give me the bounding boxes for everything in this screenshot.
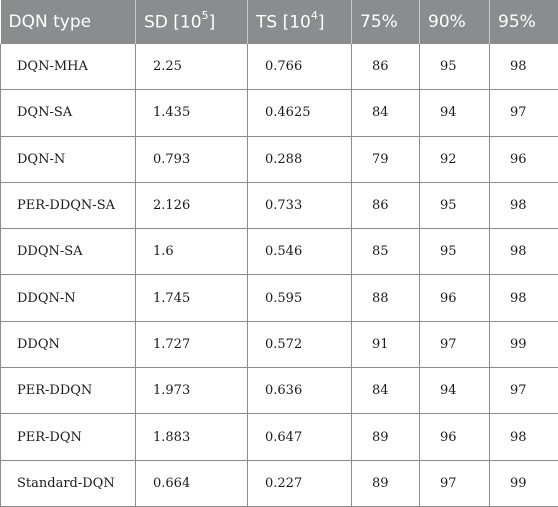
cell-sd: 1.435 [135,89,248,137]
cell-90-percent: 92 [419,136,490,183]
cell-dqn-type: DQN-SA [0,89,136,137]
header-ts-prefix: TS [10 [256,12,311,33]
cell-75-percent: 89 [351,460,420,507]
cell-dqn-type: Standard-DQN [0,460,136,507]
table-row: Standard-DQN 0.664 0.227 89 97 99 [0,460,558,507]
cell-95-percent: 96 [489,136,558,183]
cell-90-percent: 95 [419,228,490,276]
cell-95-percent: 97 [489,367,558,415]
cell-dqn-type: DDQN-N [0,274,136,322]
table-row: DQN-N 0.793 0.288 79 92 96 [0,136,558,183]
table-row: PER-DQN 1.883 0.647 89 96 98 [0,413,558,461]
table-row: DQN-SA 1.435 0.4625 84 94 97 [0,89,558,137]
cell-ts: 0.733 [247,182,352,230]
cell-90-percent: 94 [419,367,490,415]
table-header: DQN type SD [105] TS [104] 75% 90% 95% [0,0,558,44]
cell-75-percent: 88 [351,274,420,322]
table-row: DDQN 1.727 0.572 91 97 99 [0,321,558,369]
cell-sd: 0.793 [135,136,248,183]
cell-95-percent: 98 [489,44,558,91]
cell-95-percent: 98 [489,413,558,461]
cell-ts: 0.4625 [247,89,352,137]
table-row: DDQN-N 1.745 0.595 88 96 98 [0,274,558,322]
cell-90-percent: 95 [419,44,490,91]
header-dqn-type: DQN type [0,0,136,44]
header-row: DQN type SD [105] TS [104] 75% 90% 95% [0,0,558,44]
cell-ts: 0.546 [247,228,352,276]
cell-95-percent: 98 [489,182,558,230]
cell-95-percent: 97 [489,89,558,137]
cell-dqn-type: PER-DQN [0,413,136,461]
cell-ts: 0.227 [247,460,352,507]
cell-dqn-type: DDQN [0,321,136,369]
cell-sd: 1.727 [135,321,248,369]
cell-90-percent: 94 [419,89,490,137]
cell-sd: 1.973 [135,367,248,415]
header-sd: SD [105] [135,0,248,44]
cell-95-percent: 98 [489,228,558,276]
cell-95-percent: 99 [489,321,558,369]
header-90-percent: 90% [419,0,490,44]
cell-90-percent: 97 [419,460,490,507]
header-ts-exponent: 4 [310,9,318,23]
cell-75-percent: 86 [351,44,420,91]
cell-75-percent: 86 [351,182,420,230]
cell-75-percent: 89 [351,413,420,461]
header-sd-suffix: ] [208,12,216,33]
header-ts-suffix: ] [317,12,325,33]
cell-dqn-type: DQN-N [0,136,136,183]
cell-75-percent: 85 [351,228,420,276]
header-95-percent: 95% [489,0,558,44]
cell-95-percent: 98 [489,274,558,322]
header-sd-exponent: 5 [201,9,209,23]
header-ts: TS [104] [247,0,352,44]
cell-dqn-type: PER-DDQN-SA [0,182,136,230]
cell-sd: 1.745 [135,274,248,322]
cell-dqn-type: PER-DDQN [0,367,136,415]
table-row: PER-DDQN 1.973 0.636 84 94 97 [0,367,558,415]
cell-95-percent: 99 [489,460,558,507]
cell-sd: 1.883 [135,413,248,461]
header-75-percent: 75% [351,0,420,44]
cell-75-percent: 91 [351,321,420,369]
cell-90-percent: 96 [419,274,490,322]
cell-sd: 0.664 [135,460,248,507]
cell-ts: 0.288 [247,136,352,183]
table-row: DDQN-SA 1.6 0.546 85 95 98 [0,228,558,276]
cell-ts: 0.595 [247,274,352,322]
cell-75-percent: 84 [351,89,420,137]
cell-90-percent: 97 [419,321,490,369]
cell-sd: 2.25 [135,44,248,91]
cell-ts: 0.647 [247,413,352,461]
cell-dqn-type: DDQN-SA [0,228,136,276]
cell-90-percent: 96 [419,413,490,461]
header-sd-prefix: SD [10 [144,12,202,33]
table-body: DQN-MHA 2.25 0.766 86 95 98 DQN-SA 1.435 0.4625 8… [0,44,558,507]
cell-75-percent: 84 [351,367,420,415]
cell-75-percent: 79 [351,136,420,183]
table-row: PER-DDQN-SA 2.126 0.733 86 95 98 [0,182,558,230]
cell-sd: 2.126 [135,182,248,230]
cell-sd: 1.6 [135,228,248,276]
cell-ts: 0.636 [247,367,352,415]
cell-dqn-type: DQN-MHA [0,44,136,91]
table-row: DQN-MHA 2.25 0.766 86 95 98 [0,44,558,91]
cell-ts: 0.572 [247,321,352,369]
cell-ts: 0.766 [247,44,352,91]
cell-90-percent: 95 [419,182,490,230]
